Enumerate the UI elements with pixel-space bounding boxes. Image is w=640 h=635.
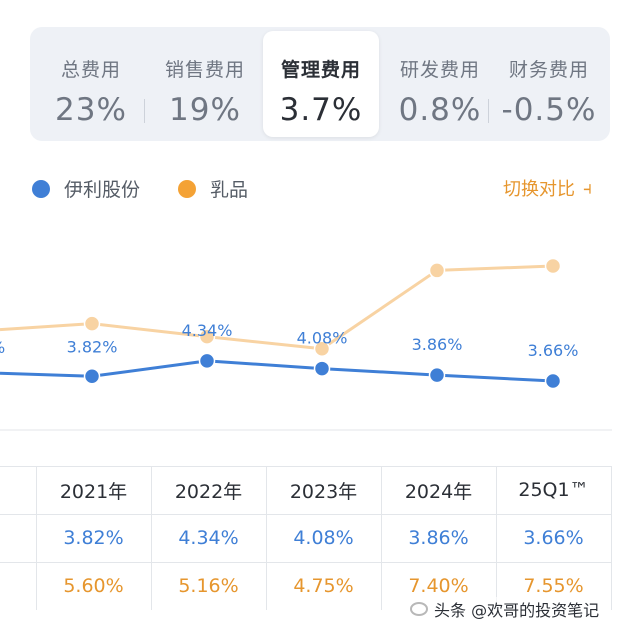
tab-total-expense[interactable]: 总费用 23% — [36, 27, 146, 141]
table-col-divider — [496, 466, 497, 610]
table-divider — [0, 562, 612, 563]
compare-icon: ⫞ — [583, 177, 592, 199]
tab-value: 19% — [169, 92, 241, 128]
data-point-dairy — [428, 262, 446, 279]
table-cell: 5.60% — [63, 575, 124, 597]
metric-tab-bar: 总费用 23% 销售费用 19% 管理费用 3.7% 研发费用 0.8% 财务费… — [30, 27, 610, 141]
table-cell: 3.82% — [63, 527, 124, 549]
data-point-dairy — [313, 340, 331, 358]
table-cell: % — [0, 562, 8, 610]
table-cell: 4.75% — [293, 575, 354, 597]
data-point-yili — [83, 368, 101, 385]
watermark: 头条 @欢哥的投资笔记 — [410, 597, 600, 621]
watermark-logo-icon — [410, 602, 428, 616]
tab-label: 管理费用 — [280, 59, 361, 81]
table-cell: % — [0, 514, 8, 562]
header-cell: 年 — [0, 466, 16, 514]
legend-item-dairy[interactable]: 乳品 — [178, 175, 248, 202]
data-point-dairy — [544, 257, 562, 275]
tab-finance-expense[interactable]: 财务费用 -0.5% — [494, 27, 604, 141]
tab-selling-expense[interactable]: 销售费用 19% — [150, 27, 260, 141]
data-label: 3.66% — [528, 341, 579, 360]
tab-label: 研发费用 — [399, 59, 480, 81]
table-col-divider — [381, 466, 382, 610]
switch-compare-label: 切换对比 — [503, 179, 575, 200]
legend-label: 乳品 — [210, 179, 249, 201]
data-label-partial: % — [0, 338, 5, 357]
tab-label: 财务费用 — [508, 59, 589, 81]
data-label: 3.86% — [412, 335, 463, 354]
tab-divider — [144, 99, 145, 123]
header-cell: 25Q1™ — [518, 479, 589, 501]
tab-value: -0.5% — [501, 92, 597, 128]
data-point-dairy — [198, 328, 216, 345]
table-cell: 4.34% — [178, 527, 239, 549]
switch-compare-button[interactable]: 切换对比 ⫞ — [503, 175, 592, 201]
table-cell: 3.66% — [523, 527, 584, 549]
table-col-divider — [266, 466, 267, 610]
table-cell: 7.40% — [408, 575, 469, 597]
table-row-yili: % 3.82% 4.34% 4.08% 3.86% 3.66% — [0, 514, 640, 562]
data-label: 4.08% — [297, 329, 348, 348]
data-point-dairy — [83, 315, 101, 332]
tab-value: 3.7% — [279, 92, 363, 128]
data-label: 3.82% — [67, 337, 118, 356]
table-divider — [0, 466, 612, 467]
legend-dot-orange — [178, 179, 196, 198]
table-divider — [0, 514, 612, 515]
header-cell: 2022年 — [174, 480, 243, 503]
table-col-divider — [151, 466, 152, 610]
series-line-yili — [0, 359, 554, 383]
header-cell: 2023年 — [289, 480, 358, 503]
table-col-divider — [36, 466, 37, 610]
tab-rnd-expense[interactable]: 研发费用 0.8% — [385, 27, 495, 141]
tab-value: 23% — [55, 92, 127, 128]
data-point-yili — [313, 360, 331, 377]
table-cell: 4.08% — [293, 527, 354, 549]
data-point-yili — [198, 352, 216, 370]
table-row-dairy: % 5.60% 5.16% 4.75% 7.40% 7.55% — [0, 562, 640, 610]
table-cell: 7.55% — [523, 575, 584, 597]
watermark-text: 头条 @欢哥的投资笔记 — [434, 601, 600, 620]
legend-label: 伊利股份 — [64, 179, 141, 201]
data-label: 4.34% — [182, 321, 233, 340]
legend-dot-blue — [32, 179, 50, 198]
table-col-divider — [611, 466, 612, 610]
table-cell: 5.16% — [178, 575, 239, 597]
table-cell: 3.86% — [408, 527, 469, 549]
line-chart: 3.82% 4.34% 4.08% 3.86% 3.66%% — [0, 257, 612, 431]
header-cell: 2021年 — [59, 480, 128, 503]
tab-label: 总费用 — [60, 59, 121, 81]
table-header-row: 年 2021年 2022年 2023年 2024年 25Q1™ — [0, 466, 640, 514]
data-table: 年 2021年 2022年 2023年 2024年 25Q1™ % 3.82% … — [0, 466, 640, 610]
tab-admin-expense[interactable]: 管理费用 3.7% — [263, 31, 379, 137]
tab-label: 销售费用 — [164, 59, 245, 81]
legend-item-yili[interactable]: 伊利股份 — [32, 175, 140, 202]
series-line-dairy — [0, 264, 554, 351]
data-point-yili — [428, 366, 446, 384]
tab-value: 0.8% — [398, 92, 482, 128]
tab-divider — [488, 99, 489, 123]
header-cell: 2024年 — [404, 480, 473, 503]
data-point-yili — [544, 372, 562, 390]
